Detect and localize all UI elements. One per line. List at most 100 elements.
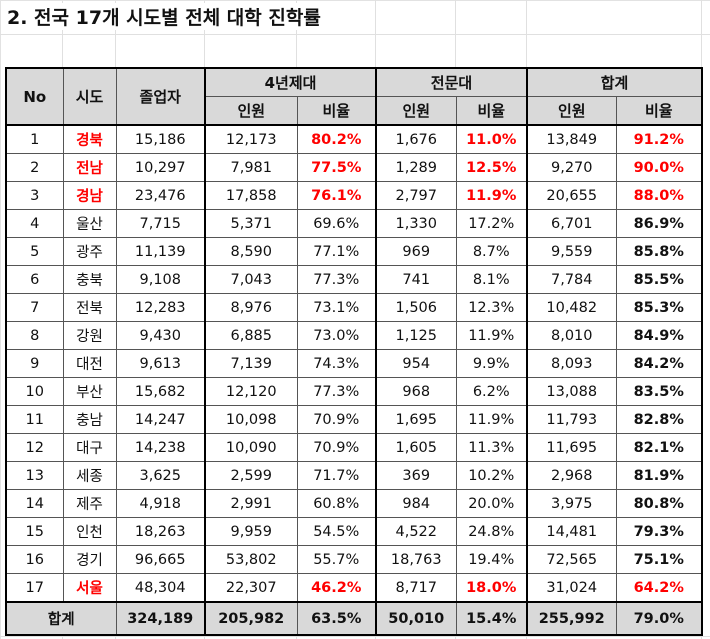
- table-row: 11 충남 14,247 10,098 70.9% 1,695 11.9% 11,793 82.…: [5, 405, 703, 434]
- row-univ4-ratio: 76.1%: [296, 181, 377, 210]
- row-college-ratio: 8.1%: [455, 265, 528, 294]
- row-univ4-count: 2,991: [204, 489, 298, 518]
- table-row: 10 부산 15,682 12,120 77.3% 968 6.2% 13,088 83.5%: [5, 377, 703, 406]
- row-total-ratio: 88.0%: [615, 181, 703, 210]
- row-college-count: 954: [375, 349, 457, 378]
- row-college-count: 1,125: [375, 321, 457, 350]
- row-total-count: 7,784: [526, 265, 617, 294]
- row-total-count: 20,655: [526, 181, 617, 210]
- row-college-ratio: 19.4%: [455, 545, 528, 574]
- header-region: 시도: [62, 67, 117, 126]
- row-total-count: 31,024: [526, 573, 617, 603]
- table-row: 7 전북 12,283 8,976 73.1% 1,506 12.3% 10,482 85.3%: [5, 293, 703, 322]
- row-region: 인천: [62, 517, 117, 546]
- row-graduates: 9,430: [115, 321, 206, 350]
- table-row: 13 세종 3,625 2,599 71.7% 369 10.2% 2,968 81.9%: [5, 461, 703, 490]
- row-college-ratio: 6.2%: [455, 377, 528, 406]
- row-total-count: 11,793: [526, 405, 617, 434]
- row-college-count: 1,289: [375, 153, 457, 182]
- table-row: 8 강원 9,430 6,885 73.0% 1,125 11.9% 8,010 84.9%: [5, 321, 703, 350]
- header-college: 전문대: [375, 67, 528, 97]
- row-region: 대전: [62, 349, 117, 378]
- row-college-ratio: 11.3%: [455, 433, 528, 462]
- row-total-ratio: 85.8%: [615, 237, 703, 266]
- row-univ4-count: 7,043: [204, 265, 298, 294]
- row-total-ratio: 90.0%: [615, 153, 703, 182]
- row-total-count: 13,088: [526, 377, 617, 406]
- row-univ4-ratio: 70.9%: [296, 405, 377, 434]
- row-region: 세종: [62, 461, 117, 490]
- row-college-ratio: 24.8%: [455, 517, 528, 546]
- row-total-ratio: 85.5%: [615, 265, 703, 294]
- row-total-count: 9,270: [526, 153, 617, 182]
- row-graduates: 18,263: [115, 517, 206, 546]
- row-no: 14: [5, 489, 64, 518]
- row-college-count: 1,695: [375, 405, 457, 434]
- row-college-count: 1,506: [375, 293, 457, 322]
- row-college-ratio: 9.9%: [455, 349, 528, 378]
- row-univ4-ratio: 70.9%: [296, 433, 377, 462]
- row-univ4-ratio: 73.0%: [296, 321, 377, 350]
- row-graduates: 11,139: [115, 237, 206, 266]
- total-college-ratio: 15.4%: [455, 601, 528, 636]
- header-univ4-count: 인원: [204, 96, 298, 126]
- table-row: 15 인천 18,263 9,959 54.5% 4,522 24.8% 14,481 79.3…: [5, 517, 703, 546]
- row-graduates: 7,715: [115, 209, 206, 238]
- row-college-ratio: 12.3%: [455, 293, 528, 322]
- row-region: 대구: [62, 433, 117, 462]
- row-univ4-ratio: 77.5%: [296, 153, 377, 182]
- table-row: 2 전남 10,297 7,981 77.5% 1,289 12.5% 9,270 90.0%: [5, 153, 703, 182]
- row-college-ratio: 20.0%: [455, 489, 528, 518]
- row-univ4-ratio: 69.6%: [296, 209, 377, 238]
- row-univ4-count: 8,590: [204, 237, 298, 266]
- row-region: 서울: [62, 573, 117, 603]
- row-total-count: 10,482: [526, 293, 617, 322]
- table-row: 5 광주 11,139 8,590 77.1% 969 8.7% 9,559 85.8%: [5, 237, 703, 266]
- row-college-count: 18,763: [375, 545, 457, 574]
- row-univ4-count: 2,599: [204, 461, 298, 490]
- row-college-ratio: 11.9%: [455, 181, 528, 210]
- row-no: 13: [5, 461, 64, 490]
- row-region: 경기: [62, 545, 117, 574]
- row-univ4-ratio: 55.7%: [296, 545, 377, 574]
- total-graduates: 324,189: [115, 601, 206, 636]
- row-no: 17: [5, 573, 64, 603]
- row-college-ratio: 11.9%: [455, 405, 528, 434]
- row-graduates: 9,108: [115, 265, 206, 294]
- header-no: No: [5, 67, 64, 126]
- row-graduates: 14,247: [115, 405, 206, 434]
- row-total-ratio: 86.9%: [615, 209, 703, 238]
- row-univ4-count: 17,858: [204, 181, 298, 210]
- total-college-count: 50,010: [375, 601, 457, 636]
- row-total-count: 6,701: [526, 209, 617, 238]
- row-college-count: 1,676: [375, 124, 457, 154]
- row-region: 강원: [62, 321, 117, 350]
- row-univ4-ratio: 77.3%: [296, 265, 377, 294]
- row-univ4-ratio: 46.2%: [296, 573, 377, 603]
- row-univ4-ratio: 80.2%: [296, 124, 377, 154]
- row-region: 광주: [62, 237, 117, 266]
- row-univ4-ratio: 74.3%: [296, 349, 377, 378]
- row-total-count: 14,481: [526, 517, 617, 546]
- total-label: 합계: [5, 601, 117, 636]
- row-region: 전북: [62, 293, 117, 322]
- table-row: 4 울산 7,715 5,371 69.6% 1,330 17.2% 6,701 86.9%: [5, 209, 703, 238]
- row-region: 제주: [62, 489, 117, 518]
- row-college-count: 2,797: [375, 181, 457, 210]
- row-region: 전남: [62, 153, 117, 182]
- row-region: 경북: [62, 124, 117, 154]
- row-college-count: 369: [375, 461, 457, 490]
- row-region: 부산: [62, 377, 117, 406]
- row-college-count: 968: [375, 377, 457, 406]
- row-college-ratio: 11.9%: [455, 321, 528, 350]
- row-college-count: 969: [375, 237, 457, 266]
- row-total-count: 3,975: [526, 489, 617, 518]
- row-no: 5: [5, 237, 64, 266]
- row-college-count: 4,522: [375, 517, 457, 546]
- row-univ4-ratio: 60.8%: [296, 489, 377, 518]
- row-total-count: 8,093: [526, 349, 617, 378]
- row-univ4-count: 5,371: [204, 209, 298, 238]
- row-total-count: 9,559: [526, 237, 617, 266]
- row-univ4-ratio: 77.3%: [296, 377, 377, 406]
- row-college-ratio: 11.0%: [455, 124, 528, 154]
